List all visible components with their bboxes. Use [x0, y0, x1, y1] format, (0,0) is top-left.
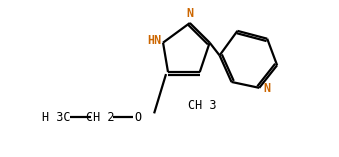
Text: CH 2: CH 2 [86, 111, 115, 124]
Text: O: O [135, 111, 142, 124]
Text: N: N [263, 82, 270, 95]
Text: N: N [186, 7, 193, 20]
Text: CH 3: CH 3 [188, 99, 217, 112]
Text: HN: HN [147, 34, 161, 47]
Text: H 3C: H 3C [42, 111, 70, 124]
